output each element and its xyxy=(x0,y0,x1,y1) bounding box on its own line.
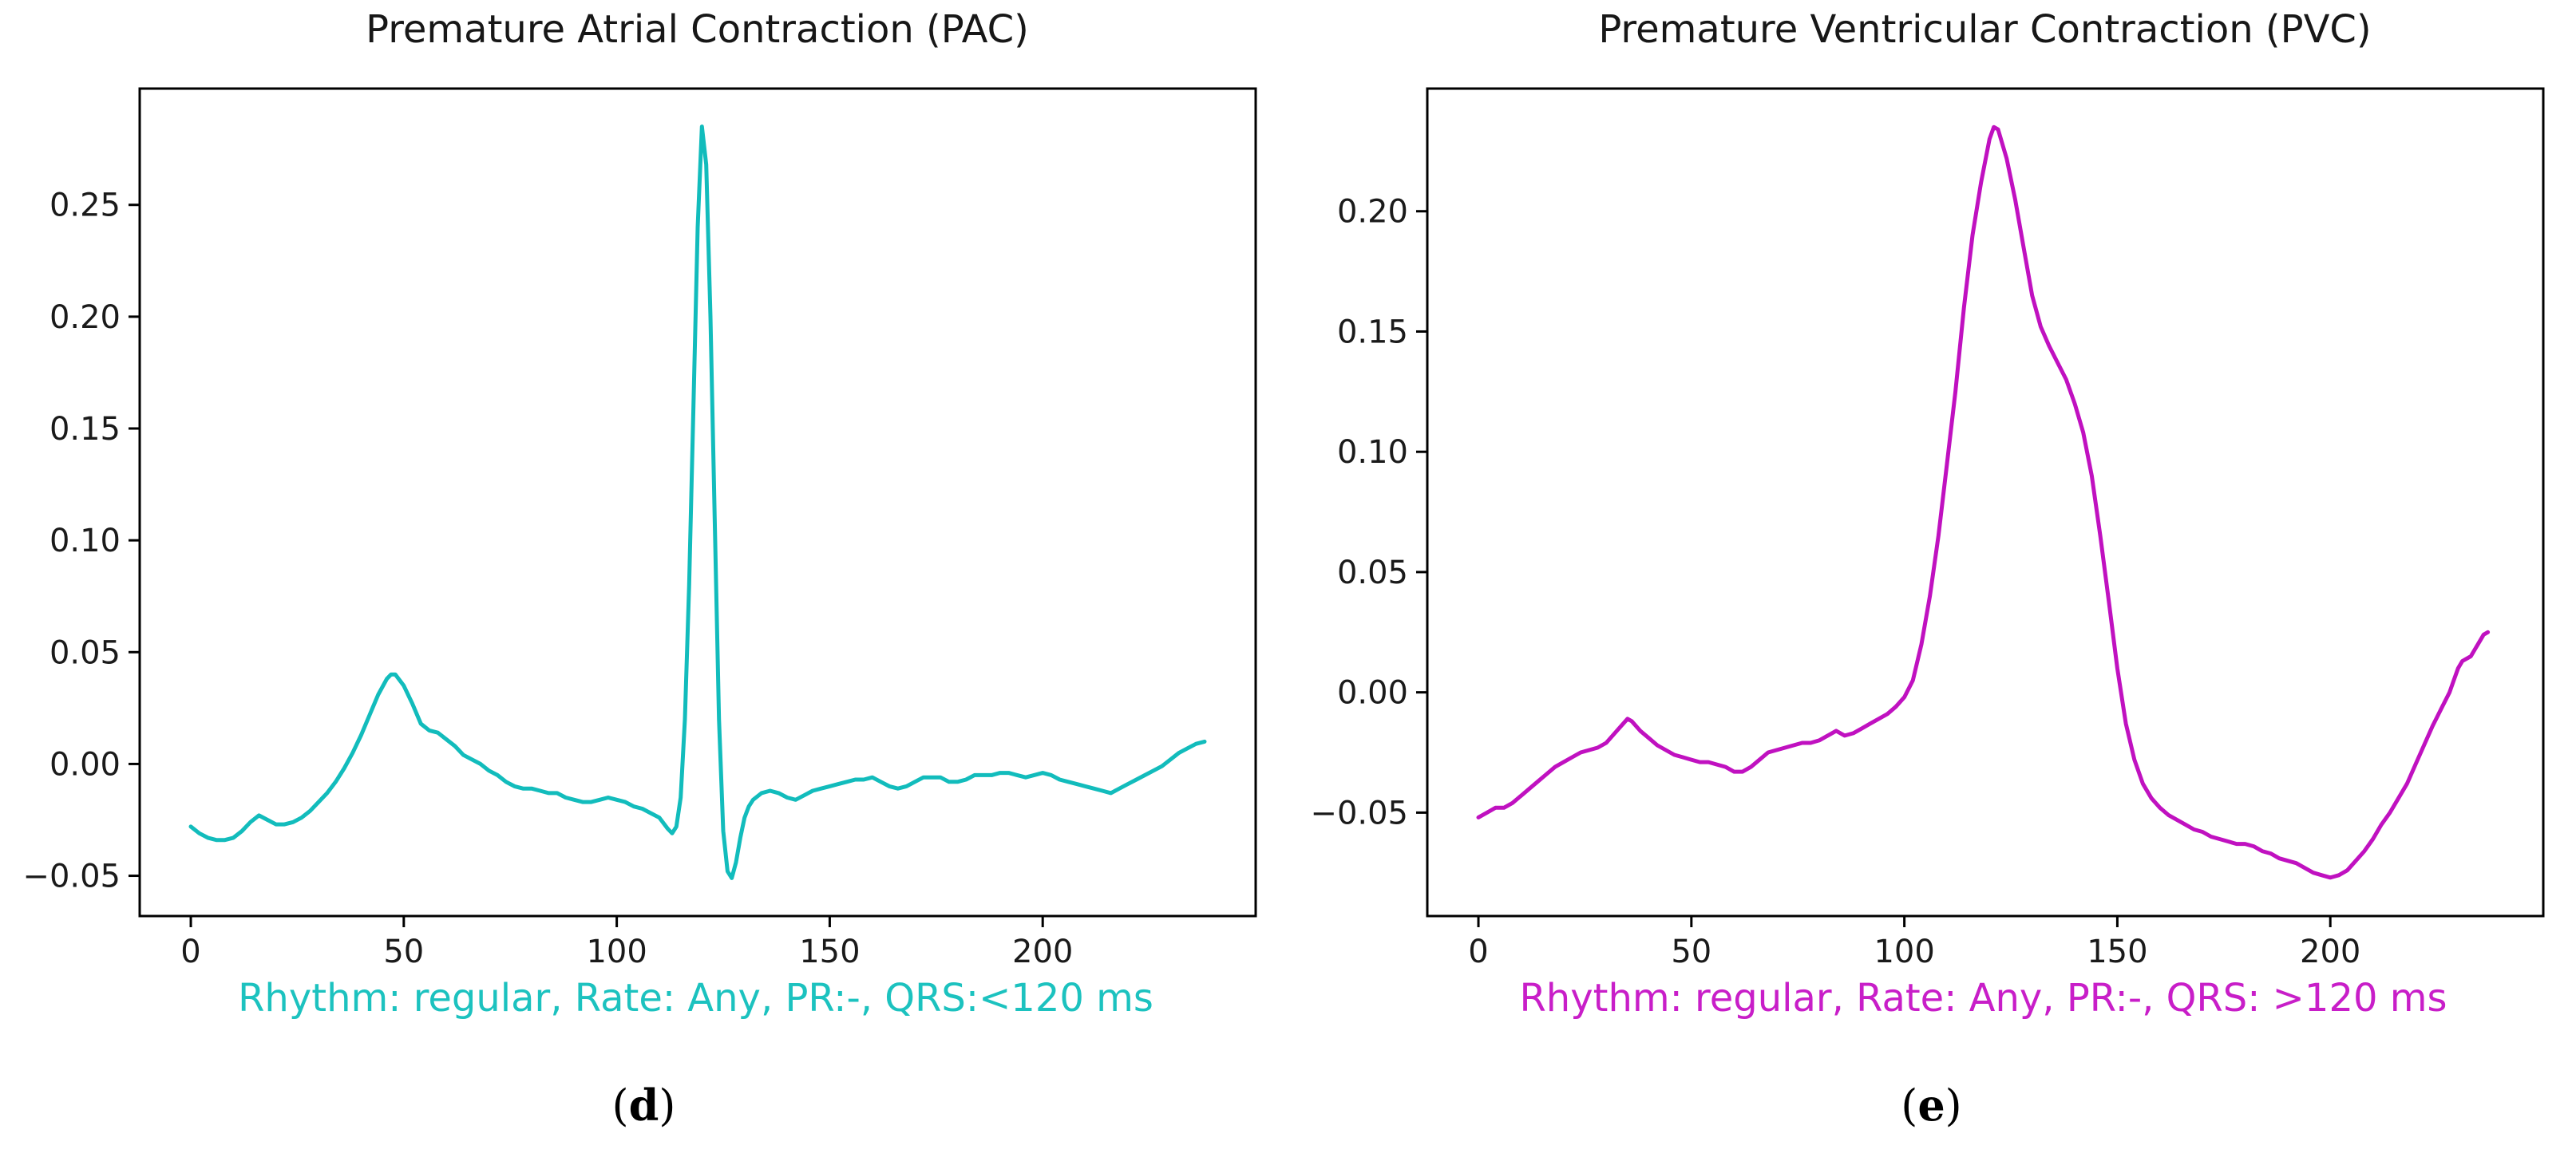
svg-text:200: 200 xyxy=(2300,934,2360,970)
svg-text:0: 0 xyxy=(1468,934,1488,970)
paren-open: ( xyxy=(1901,1080,1918,1131)
svg-text:0.15: 0.15 xyxy=(49,411,121,448)
svg-text:0.25: 0.25 xyxy=(49,188,121,224)
svg-text:0.05: 0.05 xyxy=(1337,555,1408,591)
svg-text:100: 100 xyxy=(586,934,647,970)
pac-chart-title: Premature Atrial Contraction (PAC) xyxy=(366,7,1029,52)
svg-text:0.00: 0.00 xyxy=(49,746,121,783)
svg-text:50: 50 xyxy=(1671,934,1711,970)
pvc-chart-title: Premature Ventricular Contraction (PVC) xyxy=(1598,7,2372,52)
svg-text:0.20: 0.20 xyxy=(49,299,121,336)
pvc-caption: Rhythm: regular, Rate: Any, PR:-, QRS: >… xyxy=(1519,976,2447,1021)
panel-letter: d xyxy=(628,1080,659,1131)
panel-pac: Premature Atrial Contraction (PAC) 0 50 10… xyxy=(0,7,1288,1132)
svg-text:0: 0 xyxy=(180,934,200,970)
svg-text:50: 50 xyxy=(383,934,424,970)
svg-text:100: 100 xyxy=(1874,934,1934,970)
svg-text:0.10: 0.10 xyxy=(1337,434,1408,471)
svg-text:−0.05: −0.05 xyxy=(22,859,121,895)
pac-caption: Rhythm: regular, Rate: Any, PR:-, QRS:<1… xyxy=(238,976,1153,1021)
svg-text:0.00: 0.00 xyxy=(1337,675,1408,712)
svg-text:0.20: 0.20 xyxy=(1337,194,1408,231)
svg-text:0.15: 0.15 xyxy=(1337,314,1408,350)
svg-text:200: 200 xyxy=(1012,934,1073,970)
pvc-line-chart: 0 50 100 150 200 0.20 0.15 0.10 0.05 0.00 −0.05 xyxy=(1310,87,2545,970)
panel-letter: e xyxy=(1917,1080,1945,1131)
svg-text:150: 150 xyxy=(2087,934,2147,970)
svg-text:0.05: 0.05 xyxy=(49,634,121,671)
pac-line-chart: 0 50 100 150 200 0.25 0.20 0.15 0.10 0.05 0.00 −0.0… xyxy=(22,87,1257,970)
svg-text:0.10: 0.10 xyxy=(49,523,121,559)
paren-close: ) xyxy=(659,1080,676,1131)
panel-pvc: Premature Ventricular Contraction (PVC) … xyxy=(1288,0,2575,1165)
pvc-panel-label: (e) xyxy=(1288,1079,2575,1132)
pac-panel-label: (d) xyxy=(0,1079,1288,1132)
svg-text:150: 150 xyxy=(799,934,860,970)
paren-close: ) xyxy=(1945,1080,1962,1131)
svg-text:−0.05: −0.05 xyxy=(1310,795,1408,831)
paren-open: ( xyxy=(611,1080,629,1131)
